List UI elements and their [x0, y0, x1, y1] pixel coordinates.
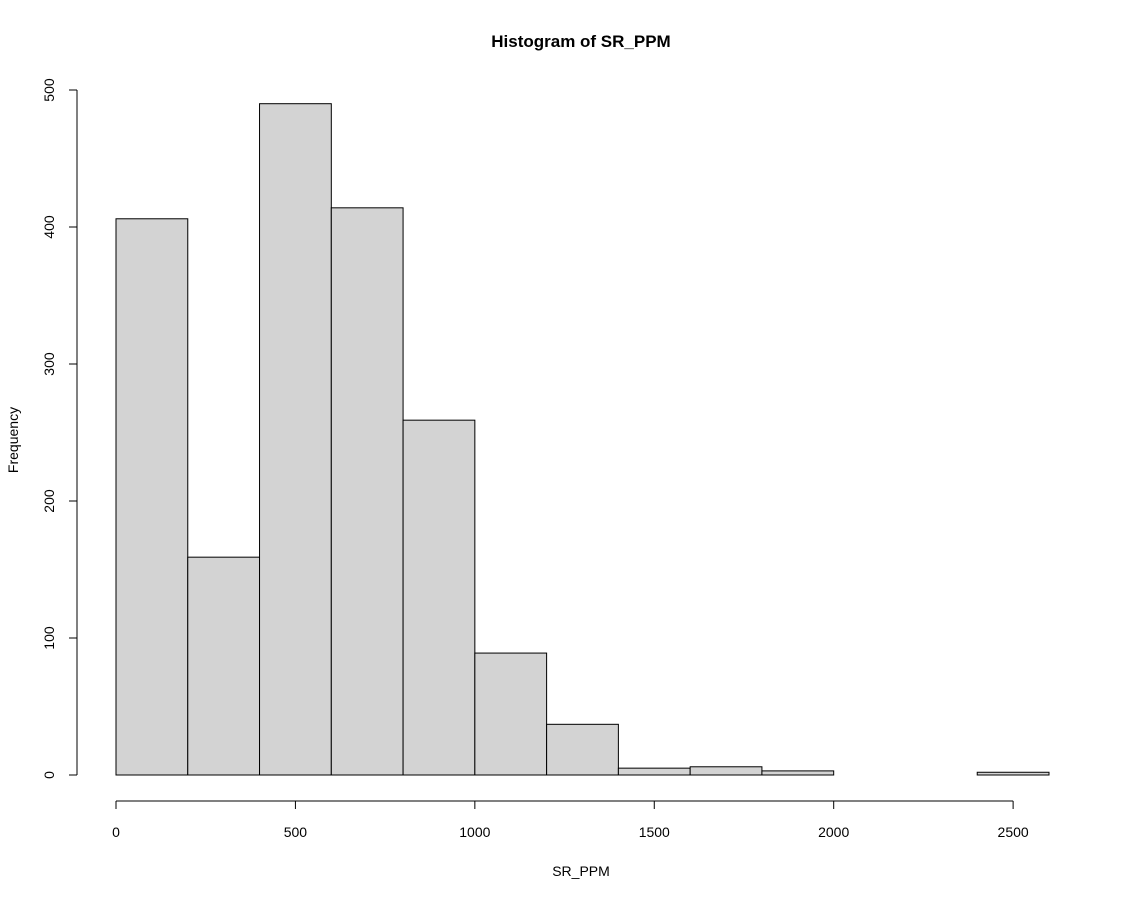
histogram-bar-4 [402, 419, 476, 776]
histogram-bar-8 [689, 766, 763, 776]
x-tick-label-5: 2500 [998, 824, 1029, 840]
histogram-bar-3 [330, 207, 404, 776]
y-axis: 0 100 200 300 400 500 [41, 78, 78, 779]
histogram-bar-5 [474, 652, 548, 776]
histogram-bar-9 [761, 770, 835, 776]
histogram-bar-0 [115, 218, 189, 776]
chart-title: Histogram of SR_PPM [491, 32, 670, 51]
histogram-bar-1 [187, 556, 261, 776]
y-tick-label-0: 0 [41, 771, 57, 779]
histogram-bar-2 [259, 103, 332, 776]
x-tick-label-4: 2000 [818, 824, 849, 840]
histogram-bar-12 [976, 771, 1050, 776]
x-tick-label-3: 1500 [639, 824, 670, 840]
y-tick-label-4: 400 [41, 215, 57, 239]
x-tick-label-2: 1000 [459, 824, 490, 840]
histogram-bar-6 [546, 723, 619, 776]
x-axis: 0 500 1000 1500 2000 2500 [112, 800, 1029, 840]
y-axis-label: Frequency [5, 407, 21, 473]
y-tick-label-5: 500 [41, 78, 57, 102]
y-tick-label-1: 100 [41, 626, 57, 650]
x-axis-label: SR_PPM [552, 863, 610, 879]
y-tick-label-2: 200 [41, 489, 57, 513]
x-tick-label-1: 500 [284, 824, 308, 840]
histogram-bar-7 [617, 767, 691, 776]
x-tick-label-0: 0 [112, 824, 120, 840]
bars [115, 103, 1050, 776]
y-tick-label-3: 300 [41, 352, 57, 376]
